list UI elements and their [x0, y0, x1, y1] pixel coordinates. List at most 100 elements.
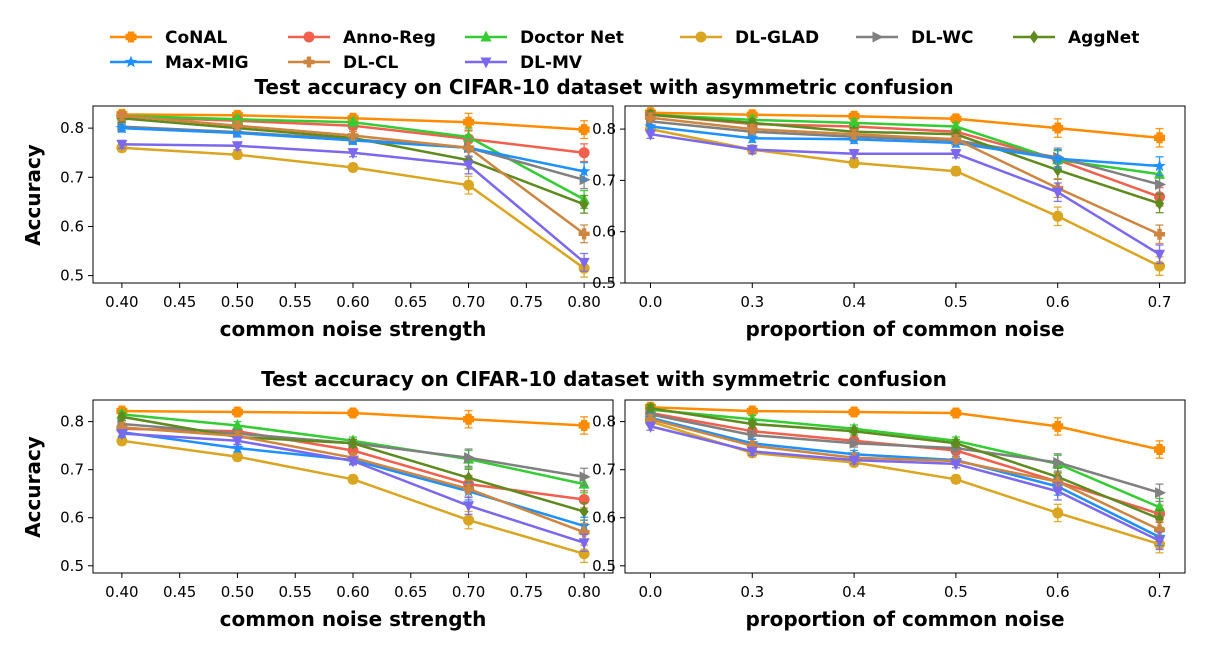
data-point-conal	[1154, 132, 1166, 144]
data-point-dl-glad	[950, 165, 962, 177]
legend-marker-aggnet	[1029, 30, 1039, 44]
data-point-dl-glad	[1052, 507, 1064, 519]
series-line-dl-wc	[650, 413, 1160, 494]
x-tick-label: 0.75	[510, 583, 543, 601]
chart-title: Test accuracy on CIFAR-10 dataset with s…	[261, 367, 947, 391]
legend-marker-max-mig	[124, 55, 138, 68]
chart-panel-1: Test accuracy on CIFAR-10 dataset with a…	[21, 75, 954, 341]
axes-frame	[92, 399, 614, 574]
data-point-conal	[1052, 420, 1064, 432]
x-tick-label: 0.60	[336, 583, 369, 601]
data-point-conal	[578, 419, 590, 431]
data-point-conal	[746, 405, 758, 417]
x-axis-label: common noise strength	[220, 317, 487, 341]
chart-panel-4: proportion of common noise 0.0 0.3 0.4 0.5 0.…	[592, 399, 1186, 631]
legend-item-dl-glad: DL-GLAD	[680, 28, 819, 48]
series-dl-cl	[116, 110, 590, 244]
legend-item-dl-cl: DL-CL	[288, 53, 398, 73]
data-point-dl-glad	[848, 157, 860, 169]
series-line-dl-mv	[650, 132, 1161, 256]
x-tick-label: 0.50	[221, 293, 254, 311]
data-point-dl-mv	[231, 141, 243, 153]
data-point-max-mig	[746, 131, 759, 144]
legend-label-conal: CoNAL	[165, 28, 228, 48]
y-axis-label: Accuracy	[21, 144, 45, 246]
data-point-dl-cl	[746, 123, 758, 135]
series-line-dl-mv	[650, 425, 1161, 542]
data-point-dl-mv	[463, 160, 475, 172]
legend-marker-dl-cl	[303, 56, 315, 68]
y-tick-label: 0.7	[60, 168, 84, 186]
series-line-dl-wc	[650, 120, 1160, 186]
data-point-dl-wc	[1155, 487, 1167, 499]
axes-frame	[624, 105, 1186, 284]
series-dl-wc	[645, 408, 1167, 503]
data-point-dl-wc	[747, 429, 759, 441]
x-tick-label: 0.65	[394, 293, 427, 311]
data-point-conal	[231, 406, 243, 418]
data-point-aggnet	[747, 116, 757, 130]
series-line-aggnet	[650, 113, 1160, 205]
x-tick-label: 0.7	[1148, 293, 1172, 311]
x-tick-label: 0.6	[1046, 293, 1070, 311]
x-tick-label: 0.60	[336, 293, 369, 311]
data-point-max-mig	[231, 126, 244, 139]
legend-item-doctor-net: Doctor Net	[465, 28, 624, 48]
x-tick-label: 0.4	[842, 293, 866, 311]
data-point-dl-glad	[347, 473, 359, 485]
data-point-doctor-net	[231, 112, 243, 124]
data-point-doctor-net	[848, 116, 860, 128]
x-axis-label: proportion of common noise	[745, 317, 1064, 341]
y-tick-label: 0.6	[60, 217, 84, 235]
legend-item-anno-reg: Anno-Reg	[288, 28, 436, 48]
data-point-dl-glad	[1052, 210, 1064, 222]
data-point-dl-mv	[746, 446, 758, 458]
series-dl-mv	[644, 421, 1166, 551]
series-line-dl-glad	[650, 127, 1161, 268]
legend-marker-dl-wc	[872, 31, 884, 43]
chart-panel-3: Test accuracy on CIFAR-10 dataset with s…	[21, 367, 947, 631]
x-tick-label: 0.0	[639, 583, 663, 601]
x-tick-label: 0.55	[279, 583, 312, 601]
y-tick-label: 0.7	[592, 171, 616, 189]
data-point-aggnet	[579, 197, 589, 211]
legend-item-dl-mv: DL-MV	[465, 53, 583, 73]
legend-label-doctor-net: Doctor Net	[520, 28, 624, 48]
data-point-dl-cl	[231, 430, 243, 442]
data-point-dl-cl	[116, 421, 128, 433]
x-tick-label: 0.40	[105, 293, 138, 311]
panels: Test accuracy on CIFAR-10 dataset with a…	[21, 75, 1186, 631]
plot-area	[115, 405, 591, 564]
series-aggnet	[645, 401, 1165, 528]
series-line-aggnet	[650, 406, 1160, 520]
data-point-dl-glad	[463, 179, 475, 191]
data-point-dl-wc	[1155, 178, 1167, 190]
y-tick-label: 0.5	[60, 267, 84, 285]
x-axis-label: common noise strength	[220, 607, 487, 631]
series-conal	[116, 405, 590, 435]
x-tick-label: 0.5	[944, 583, 968, 601]
y-tick-label: 0.7	[592, 461, 616, 479]
data-point-dl-cl	[578, 526, 590, 538]
data-point-conal	[578, 124, 590, 136]
data-point-dl-cl	[463, 483, 475, 495]
data-point-dl-glad	[347, 161, 359, 173]
data-point-dl-cl	[347, 130, 359, 141]
data-point-dl-mv	[1052, 187, 1064, 199]
data-point-dl-cl	[231, 120, 243, 132]
y-tick-label: 0.6	[592, 509, 616, 527]
series-max-mig	[644, 411, 1166, 547]
legend-marker-anno-reg	[303, 31, 315, 43]
data-point-anno-reg	[578, 147, 590, 159]
data-point-dl-cl	[1052, 476, 1064, 488]
data-point-dl-mv	[347, 148, 359, 160]
data-point-max-mig	[577, 164, 591, 177]
legend-item-dl-wc: DL-WC	[856, 28, 973, 48]
legend-item-aggnet: AggNet	[1013, 28, 1139, 48]
data-point-aggnet	[1155, 196, 1165, 210]
data-point-dl-cl	[644, 413, 656, 425]
data-point-aggnet	[951, 436, 961, 450]
data-point-dl-cl	[578, 228, 590, 240]
data-point-dl-mv	[644, 129, 656, 141]
